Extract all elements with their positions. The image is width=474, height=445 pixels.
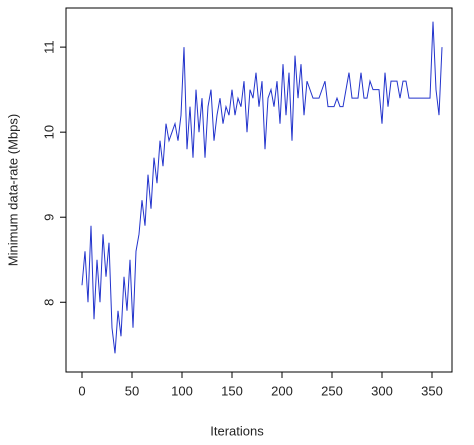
x-tick-label: 150	[221, 383, 243, 398]
x-tick-label: 50	[125, 383, 139, 398]
x-tick-label: 350	[421, 383, 443, 398]
y-tick-label: 8	[41, 299, 56, 306]
y-tick-label: 10	[41, 125, 56, 139]
y-tick-label: 11	[41, 40, 56, 54]
y-axis-label: Minimum data-rate (Mbps)	[5, 114, 20, 266]
x-tick-label: 100	[171, 383, 193, 398]
y-tick-label: 9	[41, 214, 56, 221]
x-tick-label: 0	[78, 383, 85, 398]
x-axis-label: Iterations	[210, 423, 264, 438]
x-tick-label: 300	[371, 383, 393, 398]
plot-frame	[65, 7, 453, 373]
x-tick-label: 200	[271, 383, 293, 398]
x-tick-label: 250	[321, 383, 343, 398]
data-line	[81, 21, 443, 354]
